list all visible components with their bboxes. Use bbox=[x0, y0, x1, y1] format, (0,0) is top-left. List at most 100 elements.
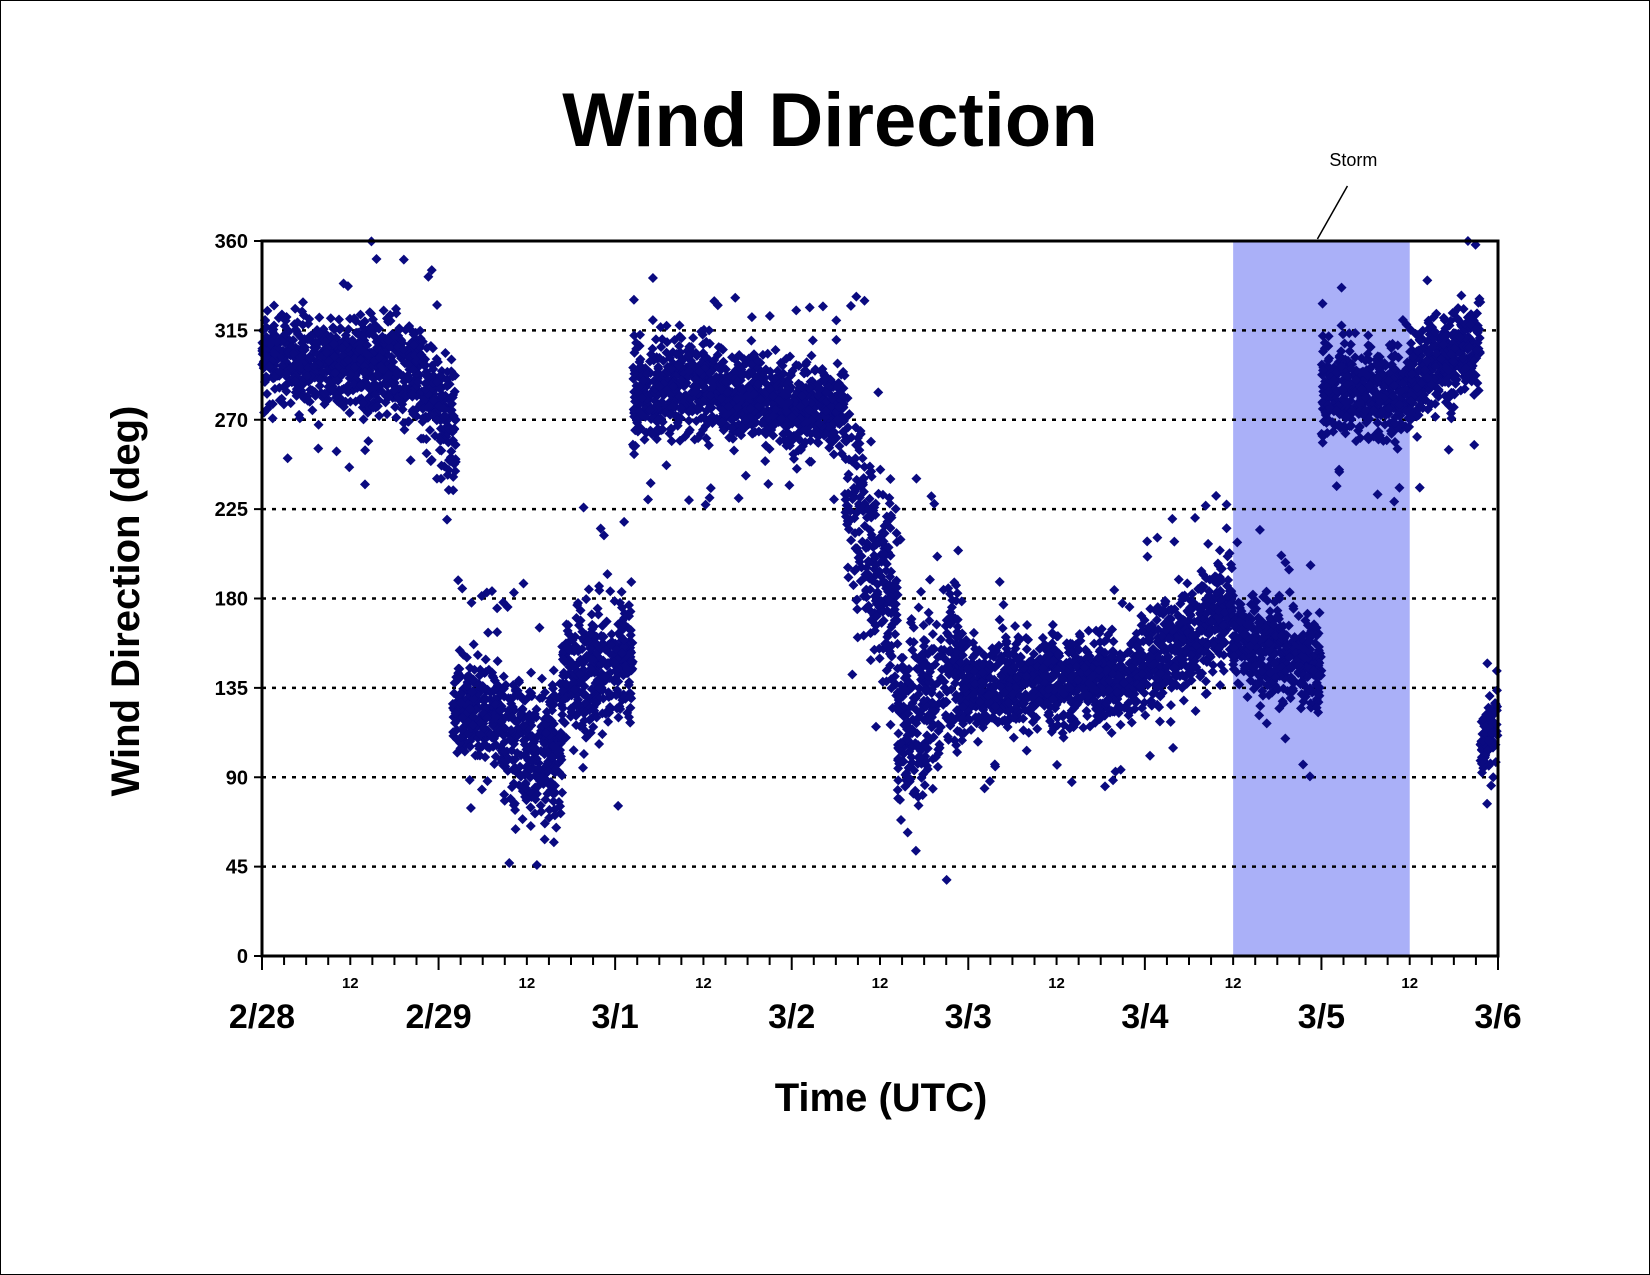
data-point bbox=[688, 332, 699, 343]
data-point bbox=[1100, 781, 1111, 792]
storm-region: Storm bbox=[1233, 150, 1410, 956]
data-point bbox=[581, 732, 592, 743]
data-point bbox=[428, 395, 439, 406]
data-point bbox=[885, 719, 896, 730]
data-point bbox=[466, 686, 477, 697]
data-point bbox=[398, 254, 409, 265]
data-point bbox=[369, 382, 380, 393]
data-point bbox=[859, 295, 870, 306]
data-point bbox=[600, 671, 611, 682]
data-point bbox=[420, 384, 431, 395]
data-point bbox=[454, 645, 465, 656]
data-point bbox=[598, 655, 609, 666]
data-point bbox=[635, 329, 646, 340]
data-point bbox=[1165, 716, 1176, 727]
data-point bbox=[498, 671, 509, 682]
data-point bbox=[481, 712, 492, 723]
data-point bbox=[1083, 625, 1094, 636]
data-point bbox=[450, 466, 461, 477]
data-point bbox=[445, 456, 456, 467]
data-point bbox=[557, 703, 568, 714]
data-point bbox=[476, 591, 487, 602]
data-point bbox=[1145, 750, 1156, 761]
data-point bbox=[447, 392, 458, 403]
data-point bbox=[578, 762, 589, 773]
data-point bbox=[329, 324, 340, 335]
data-point bbox=[1047, 619, 1058, 630]
data-point bbox=[409, 339, 420, 350]
data-point bbox=[381, 313, 392, 324]
data-point bbox=[372, 369, 383, 380]
data-point bbox=[407, 389, 418, 400]
data-point bbox=[531, 704, 542, 715]
data-point bbox=[446, 446, 457, 457]
data-point bbox=[1115, 719, 1126, 730]
data-point bbox=[865, 655, 876, 666]
data-point bbox=[442, 514, 453, 525]
data-point bbox=[308, 361, 319, 372]
data-point bbox=[1168, 742, 1179, 753]
data-point bbox=[560, 670, 571, 681]
data-point bbox=[1022, 620, 1033, 631]
data-point bbox=[435, 435, 446, 446]
data-point bbox=[952, 588, 963, 599]
data-point bbox=[328, 339, 339, 350]
data-point bbox=[448, 727, 459, 738]
data-point bbox=[345, 369, 356, 380]
data-point bbox=[561, 732, 572, 743]
data-point bbox=[729, 445, 740, 456]
data-point bbox=[683, 495, 694, 506]
data-point bbox=[522, 712, 533, 723]
data-point bbox=[336, 384, 347, 395]
data-point bbox=[464, 775, 475, 786]
data-point bbox=[274, 366, 285, 377]
data-point bbox=[832, 358, 843, 369]
data-point bbox=[499, 746, 510, 757]
data-point bbox=[428, 364, 439, 375]
data-point bbox=[317, 367, 328, 378]
data-point bbox=[1109, 585, 1120, 596]
data-point bbox=[373, 323, 384, 334]
data-point bbox=[292, 317, 303, 328]
data-point bbox=[399, 424, 410, 435]
data-point bbox=[1154, 716, 1165, 727]
data-point bbox=[413, 376, 424, 387]
data-point bbox=[574, 620, 585, 631]
data-point bbox=[319, 388, 330, 399]
data-point bbox=[1052, 759, 1063, 770]
data-point bbox=[1190, 705, 1201, 716]
data-point bbox=[307, 385, 318, 396]
data-point bbox=[542, 788, 553, 799]
data-point bbox=[581, 594, 592, 605]
data-point bbox=[560, 678, 571, 689]
data-point bbox=[533, 763, 544, 774]
data-point bbox=[512, 685, 523, 696]
data-point bbox=[896, 652, 907, 663]
data-point bbox=[378, 305, 389, 316]
data-point bbox=[495, 705, 506, 716]
data-point bbox=[329, 367, 340, 378]
data-point bbox=[357, 319, 368, 330]
data-point bbox=[524, 686, 535, 697]
data-point bbox=[530, 808, 541, 819]
data-point bbox=[953, 545, 964, 556]
data-point bbox=[520, 783, 531, 794]
data-point bbox=[297, 391, 308, 402]
data-point bbox=[262, 403, 273, 414]
data-point bbox=[623, 679, 634, 690]
data-point bbox=[852, 604, 863, 615]
data-point bbox=[586, 609, 597, 620]
data-point bbox=[784, 480, 795, 491]
data-point bbox=[828, 494, 839, 505]
data-point bbox=[301, 371, 312, 382]
data-point bbox=[547, 751, 558, 762]
data-point bbox=[544, 696, 555, 707]
data-point bbox=[432, 299, 443, 310]
data-point bbox=[531, 859, 542, 870]
data-point bbox=[543, 766, 554, 777]
data-point bbox=[910, 845, 921, 856]
data-point bbox=[539, 739, 550, 750]
chart-title: Wind Direction bbox=[562, 78, 1098, 163]
data-point bbox=[924, 574, 935, 585]
data-point bbox=[438, 403, 449, 414]
